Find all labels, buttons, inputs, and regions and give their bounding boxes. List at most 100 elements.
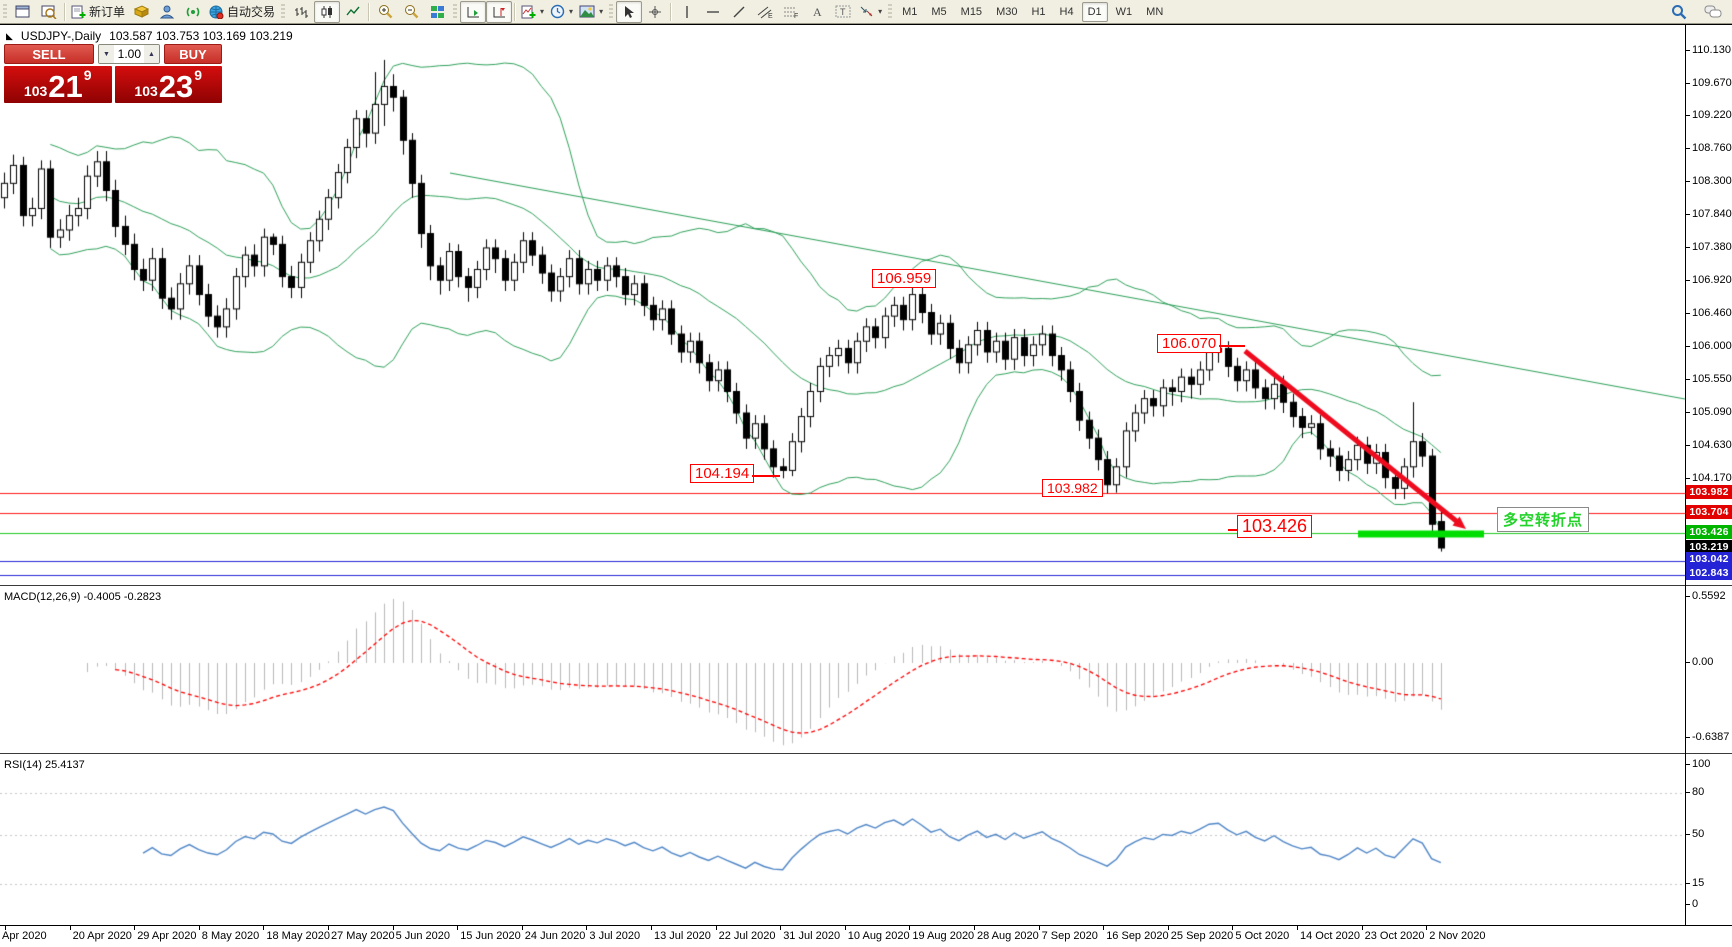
timeframe-d1-button[interactable]: D1 xyxy=(1081,1,1108,22)
text-tool-button[interactable]: A xyxy=(804,1,830,23)
price-chart-pane xyxy=(0,24,1732,586)
date-label: 7 Sep 2020 xyxy=(1041,930,1098,942)
price-callout-106.959[interactable]: 106.959 xyxy=(872,269,937,288)
macd-canvas[interactable] xyxy=(0,589,1685,753)
timeframe-w1-button[interactable]: W1 xyxy=(1115,5,1133,18)
arrows-tool-button[interactable]: ▾ xyxy=(856,1,885,23)
tile-windows-button[interactable] xyxy=(424,1,450,23)
price-axis-border xyxy=(1685,24,1686,925)
price-axis-tick: 107.840 xyxy=(1685,208,1732,220)
volume-decrease-button[interactable]: ▼ xyxy=(99,45,114,63)
vertical-line-tool-button[interactable] xyxy=(674,1,700,23)
price-tag-103.704: 103.704 xyxy=(1686,504,1732,519)
crosshair-tool-button[interactable] xyxy=(642,1,668,23)
timeframe-m1-button[interactable]: M1 xyxy=(902,5,918,18)
trendline-tool-button[interactable] xyxy=(726,1,752,23)
trading-accounts-button[interactable] xyxy=(154,1,180,23)
sell-price-sup: 9 xyxy=(83,67,92,83)
indicators-button[interactable]: ▾ xyxy=(518,1,547,23)
zoom-in-button[interactable] xyxy=(372,1,398,23)
volume-input[interactable] xyxy=(114,45,144,63)
date-axis: Apr 2020 20 Apr 2020 29 Apr 2020 8 May 2020… xyxy=(0,925,1732,947)
fibonacci-tool-button[interactable]: F xyxy=(778,1,804,23)
price-callout-103.426[interactable]: 103.426 xyxy=(1237,515,1313,538)
date-tick xyxy=(263,926,265,930)
toolbar-separator xyxy=(514,2,517,21)
price-tag-103.982: 103.982 xyxy=(1686,484,1732,499)
date-tick xyxy=(5,926,6,930)
candlestick-chart-type-button[interactable] xyxy=(314,0,341,23)
timeframe-m15-button[interactable]: M15 xyxy=(960,5,983,18)
date-tick xyxy=(844,926,846,930)
date-label: 28 Aug 2020 xyxy=(977,930,1039,942)
rsi-canvas[interactable] xyxy=(0,756,1685,925)
periods-caret: ▾ xyxy=(569,7,574,16)
price-axis-tick: 107.380 xyxy=(1685,241,1732,253)
timeframe-m5-button[interactable]: M5 xyxy=(931,5,947,18)
chart-profiles-button[interactable] xyxy=(36,1,62,23)
templates-button[interactable]: ▾ xyxy=(576,1,606,23)
buy-price-sup: 9 xyxy=(194,67,203,83)
date-label: Apr 2020 xyxy=(2,930,47,942)
price-axis-tick: 106.000 xyxy=(1685,340,1732,352)
rsi-axis-tick: 50 xyxy=(1684,828,1705,840)
sell-button[interactable]: SELL xyxy=(4,44,94,64)
rsi-label: RSI(14) 25.4137 xyxy=(4,759,85,771)
sell-price-display[interactable]: 103 21 9 xyxy=(4,66,112,103)
price-axis-tick: 104.630 xyxy=(1685,439,1732,451)
equidistant-channel-tool-button[interactable]: E xyxy=(752,1,778,23)
macd-pane xyxy=(0,589,1732,753)
price-axis-tick: 106.460 xyxy=(1685,307,1732,319)
market-depth-button[interactable] xyxy=(128,1,154,23)
price-chart-canvas[interactable] xyxy=(0,25,1685,585)
one-click-trade-panel: SELL ▼ ▲ BUY 103 21 9 103 23 9 xyxy=(4,44,222,103)
date-tick xyxy=(715,926,717,930)
price-axis-tick: 109.220 xyxy=(1685,109,1732,121)
buy-price-display[interactable]: 103 23 9 xyxy=(114,66,222,103)
price-tag-103.042: 103.042 xyxy=(1686,552,1732,567)
date-label: 2 Nov 2020 xyxy=(1429,930,1486,942)
price-callout-104.194[interactable]: 104.194 xyxy=(690,464,755,483)
horizontal-line-tool-button[interactable] xyxy=(700,1,726,23)
signals-button[interactable] xyxy=(180,1,206,23)
price-callout-103.982[interactable]: 103.982 xyxy=(1042,479,1103,497)
new-order-button[interactable]: 新订单 xyxy=(68,1,128,23)
timeframe-h4-button[interactable]: H4 xyxy=(1059,5,1074,18)
toolbar-separator xyxy=(368,2,371,21)
auto-scroll-button[interactable] xyxy=(460,0,487,23)
zoom-out-button[interactable] xyxy=(398,1,424,23)
date-label: 22 Jul 2020 xyxy=(718,930,776,942)
chart-shift-button[interactable] xyxy=(486,0,513,23)
arrows-caret: ▾ xyxy=(878,7,883,16)
new-chart-button[interactable] xyxy=(10,1,36,23)
timeframe-m30-button[interactable]: M30 xyxy=(996,5,1018,18)
macd-axis-tick: 0.5592 xyxy=(1685,590,1726,602)
buy-button[interactable]: BUY xyxy=(164,44,222,64)
bar-chart-type-button[interactable] xyxy=(288,1,314,23)
periods-button[interactable]: ▾ xyxy=(547,1,576,23)
toolbar-separator xyxy=(64,2,66,21)
auto-trading-button[interactable]: 自动交易 xyxy=(206,1,278,23)
note-turning-point[interactable]: 多空转折点 xyxy=(1497,507,1590,532)
cursor-tool-button[interactable] xyxy=(616,0,643,23)
chart-symbol-period: USDJPY-,Daily xyxy=(20,29,102,43)
volume-increase-button[interactable]: ▲ xyxy=(144,45,159,63)
line-chart-type-button[interactable] xyxy=(340,1,366,23)
date-tick xyxy=(1426,926,1428,930)
text-label-tool-button[interactable]: T xyxy=(830,1,856,23)
date-label: 19 Aug 2020 xyxy=(912,930,975,942)
timeframe-bar: M1 M5 M15 M30 H1 H4 D1 W1 MN xyxy=(895,1,1170,22)
callout-connector xyxy=(751,475,780,477)
one-click-trading-toggle-icon[interactable]: ◣ xyxy=(6,30,13,41)
date-label: 3 Jul 2020 xyxy=(589,930,641,942)
chat-button[interactable] xyxy=(1700,1,1726,23)
timeframe-h1-button[interactable]: H1 xyxy=(1031,5,1046,18)
search-button[interactable] xyxy=(1666,1,1692,23)
date-label: 23 Oct 2020 xyxy=(1364,930,1425,942)
buy-price-prefix: 103 xyxy=(134,83,158,99)
date-tick xyxy=(328,926,329,930)
date-label: 13 Jul 2020 xyxy=(654,930,711,942)
timeframe-mn-button[interactable]: MN xyxy=(1146,5,1164,18)
indicators-caret: ▾ xyxy=(540,7,545,16)
price-callout-106.070[interactable]: 106.070 xyxy=(1157,334,1222,353)
